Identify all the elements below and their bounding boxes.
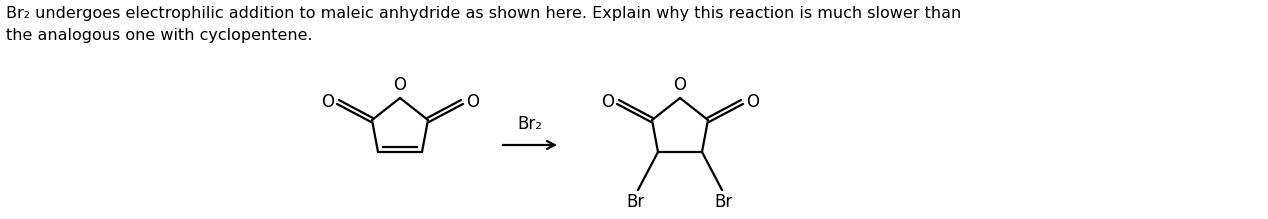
Text: O: O <box>601 93 614 111</box>
Text: Br: Br <box>715 193 733 211</box>
Text: O: O <box>746 93 760 111</box>
Text: O: O <box>321 93 333 111</box>
Text: O: O <box>467 93 479 111</box>
Text: Br₂ undergoes electrophilic addition to maleic anhydride as shown here. Explain : Br₂ undergoes electrophilic addition to … <box>6 6 961 21</box>
Text: O: O <box>393 76 407 94</box>
Text: Br: Br <box>626 193 645 211</box>
Text: Br₂: Br₂ <box>517 115 543 133</box>
Text: the analogous one with cyclopentene.: the analogous one with cyclopentene. <box>6 28 313 43</box>
Text: O: O <box>673 76 686 94</box>
